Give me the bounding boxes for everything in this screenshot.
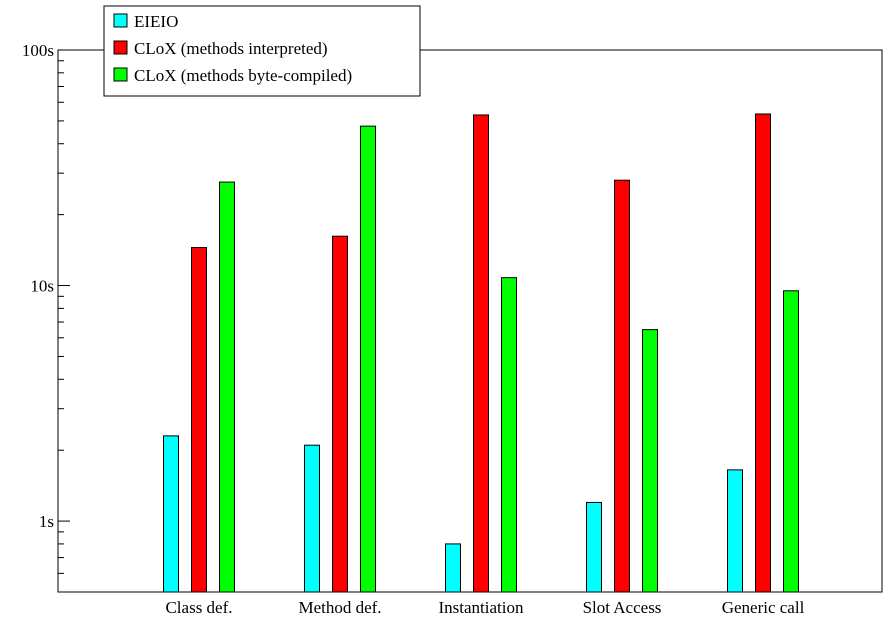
x-category-label: Instantiation: [439, 598, 524, 617]
bar-clox-compiled-2: [501, 277, 517, 593]
legend-label: EIEIO: [134, 12, 178, 31]
bar-clox-interpreted-4: [755, 113, 771, 593]
plot-frame: [57, 49, 883, 593]
y-tick-label: 100s: [22, 41, 54, 60]
bar-clox-interpreted-1: [332, 235, 348, 593]
legend-box: [103, 5, 421, 97]
x-axis: Class def. Method def. Instantiation Slot A…: [165, 598, 804, 617]
bar-clox-compiled-0: [219, 181, 235, 593]
bar-eieio-3: [586, 501, 602, 593]
bars: [163, 113, 799, 593]
plot-border: [57, 49, 883, 593]
bar-clox-compiled-1: [360, 125, 376, 593]
legend-swatch: [113, 40, 128, 55]
bar-clox-interpreted-2: [473, 114, 489, 593]
bar-eieio-1: [304, 444, 320, 593]
bar-clox-compiled-4: [783, 290, 799, 593]
bar-eieio-0: [163, 435, 179, 593]
legend-label: CLoX (methods interpreted): [134, 39, 328, 58]
x-category-label: Class def.: [165, 598, 232, 617]
bar-clox-interpreted-0: [191, 247, 207, 593]
y-axis: 1s 10s 100s: [22, 41, 70, 593]
x-category-label: Generic call: [722, 598, 805, 617]
legend: EIEIO CLoX (methods interpreted) CLoX (met…: [103, 5, 421, 97]
y-tick-label: 1s: [39, 512, 54, 531]
legend-label: CLoX (methods byte-compiled): [134, 66, 352, 85]
bar-eieio-2: [445, 543, 461, 593]
bar-eieio-4: [727, 469, 743, 593]
x-category-label: Method def.: [298, 598, 381, 617]
bar-clox-compiled-3: [642, 329, 658, 593]
y-tick-label: 10s: [30, 277, 54, 296]
bar-clox-interpreted-3: [614, 179, 630, 593]
x-category-label: Slot Access: [583, 598, 662, 617]
legend-swatch: [113, 67, 128, 82]
legend-swatch: [113, 13, 128, 28]
